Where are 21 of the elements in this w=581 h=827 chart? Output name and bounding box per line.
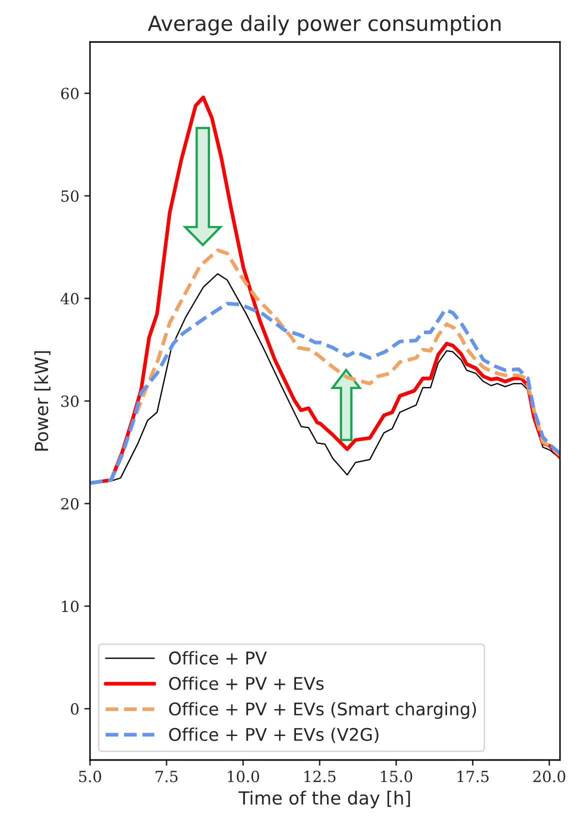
x-tick-label: 15.0 <box>381 770 412 782</box>
x-tick-label: 10.0 <box>228 770 260 782</box>
chart-title: Average daily power consumption <box>148 15 501 36</box>
x-axis-title: Time of the day [h] <box>238 790 410 808</box>
y-tick-label: 0 <box>70 703 79 715</box>
x-tick-label: 7.5 <box>156 770 178 782</box>
legend-label: Office + PV + EVs <box>169 676 324 690</box>
legend-label: Office + PV + EVs (Smart charging) <box>169 702 476 719</box>
y-tick-label: 10 <box>62 600 79 612</box>
x-tick-label: 17.5 <box>458 770 489 782</box>
y-tick-label: 50 <box>61 190 79 202</box>
x-tick-label: 5.0 <box>79 770 102 782</box>
y-tick-label: 60 <box>61 88 79 100</box>
legend-label: Office + PV + EVs (V2G) <box>169 728 378 744</box>
y-tick-label: 20 <box>61 498 79 510</box>
y-axis-title: Power [kW] <box>34 351 50 451</box>
y-tick-label: 30 <box>61 395 79 408</box>
x-tick-label: 12.5 <box>304 770 336 782</box>
y-tick-label: 40 <box>60 292 79 304</box>
legend-label: Office + PV <box>169 651 267 665</box>
x-tick-label: 20.0 <box>533 770 566 782</box>
